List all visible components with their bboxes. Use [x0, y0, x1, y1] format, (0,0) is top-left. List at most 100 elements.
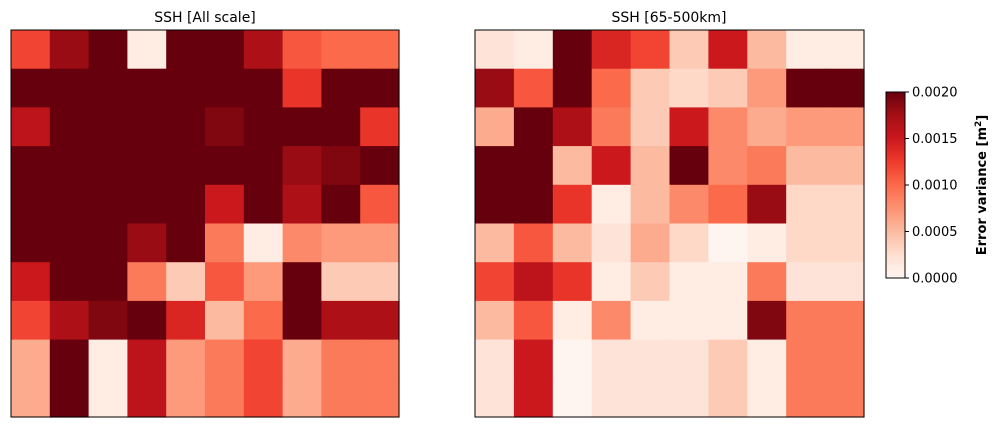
heatmap-cell — [360, 146, 400, 186]
heatmap-cell — [475, 339, 515, 379]
heatmap-cell — [11, 223, 51, 263]
heatmap-cell — [49, 68, 90, 108]
heatmap-cell — [513, 68, 554, 108]
heatmap-cell — [11, 184, 51, 225]
heatmap-cell — [669, 30, 709, 70]
heatmap-cell — [475, 300, 515, 341]
heatmap-cell — [282, 107, 322, 147]
heatmap-cell — [747, 68, 787, 108]
heatmap-cell — [166, 223, 206, 263]
heatmap-cell — [243, 223, 284, 263]
colorbar: 0.0020 0.0015 0.0010 0.0005 0.0000 Error var… — [885, 86, 990, 287]
heatmap-cell — [282, 339, 322, 379]
heatmap-cell — [11, 107, 51, 147]
heatmap-cell — [825, 378, 865, 418]
heatmap-cell — [166, 107, 206, 147]
heatmap-cell — [513, 300, 554, 341]
heatmap-cell — [747, 262, 787, 302]
heatmap-cell — [513, 223, 554, 263]
heatmap-cell — [360, 339, 400, 379]
heatmap-cell — [669, 300, 709, 341]
heatmap-cell — [360, 378, 400, 418]
heatmap-cell — [475, 30, 515, 70]
heatmap-cell — [205, 107, 245, 147]
heatmap-cell — [11, 30, 51, 70]
heatmap-cell — [552, 339, 593, 379]
heatmap-cell — [630, 339, 671, 379]
heatmap-cell — [11, 339, 51, 379]
colorbar-ticks: 0.0020 0.0015 0.0010 0.0005 0.0000 — [905, 86, 958, 287]
heatmap-cell — [669, 184, 709, 225]
heatmap-cell — [591, 223, 632, 263]
heatmap-cell — [321, 339, 361, 379]
heatmap-cell — [166, 68, 206, 108]
heatmap-cell — [205, 68, 245, 108]
heatmap-cell — [747, 300, 787, 341]
heatmap-cell — [591, 378, 632, 418]
heatmap-cell — [49, 339, 90, 379]
heatmap-cell — [630, 300, 671, 341]
colorbar-label: Error variance [m2] — [974, 115, 990, 255]
heatmap-cell — [708, 378, 748, 418]
heatmap-cell — [360, 107, 400, 147]
heatmap-cell — [513, 378, 554, 418]
colorbar-tick-label: 0.0010 — [912, 179, 958, 194]
heatmap-cell — [630, 223, 671, 263]
heatmap-cell — [282, 30, 322, 70]
heatmap-cell — [205, 184, 245, 225]
heatmap-cell — [166, 30, 206, 70]
heatmap-cell — [747, 223, 787, 263]
heatmap-cell — [825, 30, 865, 70]
heatmap-cell — [630, 184, 671, 225]
heatmap-cell — [282, 300, 322, 341]
heatmap-cell — [321, 300, 361, 341]
heatmap-cell — [513, 262, 554, 302]
colorbar-tick-label: 0.0005 — [912, 225, 958, 240]
heatmap-cell — [360, 68, 400, 108]
heatmap-cell — [669, 107, 709, 147]
heatmap-cell — [786, 223, 826, 263]
heatmap-cell — [205, 300, 245, 341]
heatmap-cell — [552, 107, 593, 147]
heatmap-cell — [321, 146, 361, 186]
heatmap-cell — [11, 68, 51, 108]
heatmap-cell — [321, 378, 361, 418]
heatmap-cell — [630, 68, 671, 108]
heatmap-cell — [747, 339, 787, 379]
heatmap-cell — [825, 223, 865, 263]
colorbar-tick-label: 0.0015 — [912, 132, 958, 147]
heatmap-cell — [127, 339, 167, 379]
heatmap-cell — [205, 30, 245, 70]
heatmap-cell — [552, 378, 593, 418]
heatmap-cell — [49, 184, 90, 225]
heatmap-cell — [166, 300, 206, 341]
heatmap-cell — [552, 262, 593, 302]
heatmap-cell — [321, 30, 361, 70]
heatmap-cell — [127, 378, 167, 418]
heatmap-cell — [591, 262, 632, 302]
heatmap-cell — [786, 262, 826, 302]
heatmap-cell — [591, 184, 632, 225]
heatmap-cell — [669, 339, 709, 379]
heatmap-cell — [708, 184, 748, 225]
heatmap-cell — [88, 68, 128, 108]
heatmap-cell — [513, 339, 554, 379]
heatmap-cell — [475, 223, 515, 263]
heatmap-cell — [669, 68, 709, 108]
heatmap-cell — [552, 223, 593, 263]
heatmap-cells — [475, 30, 865, 418]
heatmap-cell — [243, 68, 284, 108]
heatmap-cell — [786, 300, 826, 341]
heatmap-cell — [475, 107, 515, 147]
heatmap-cell — [669, 378, 709, 418]
heatmap-cell — [630, 30, 671, 70]
heatmap-cell — [747, 30, 787, 70]
heatmap-cell — [11, 262, 51, 302]
heatmap-cell — [591, 107, 632, 147]
heatmap-cell — [321, 223, 361, 263]
heatmap-cell — [708, 146, 748, 186]
heatmap-cell — [669, 223, 709, 263]
heatmap-cell — [360, 184, 400, 225]
heatmap-panel-65-500km: SSH [65-500km] — [474, 10, 865, 418]
heatmap-cell — [552, 300, 593, 341]
